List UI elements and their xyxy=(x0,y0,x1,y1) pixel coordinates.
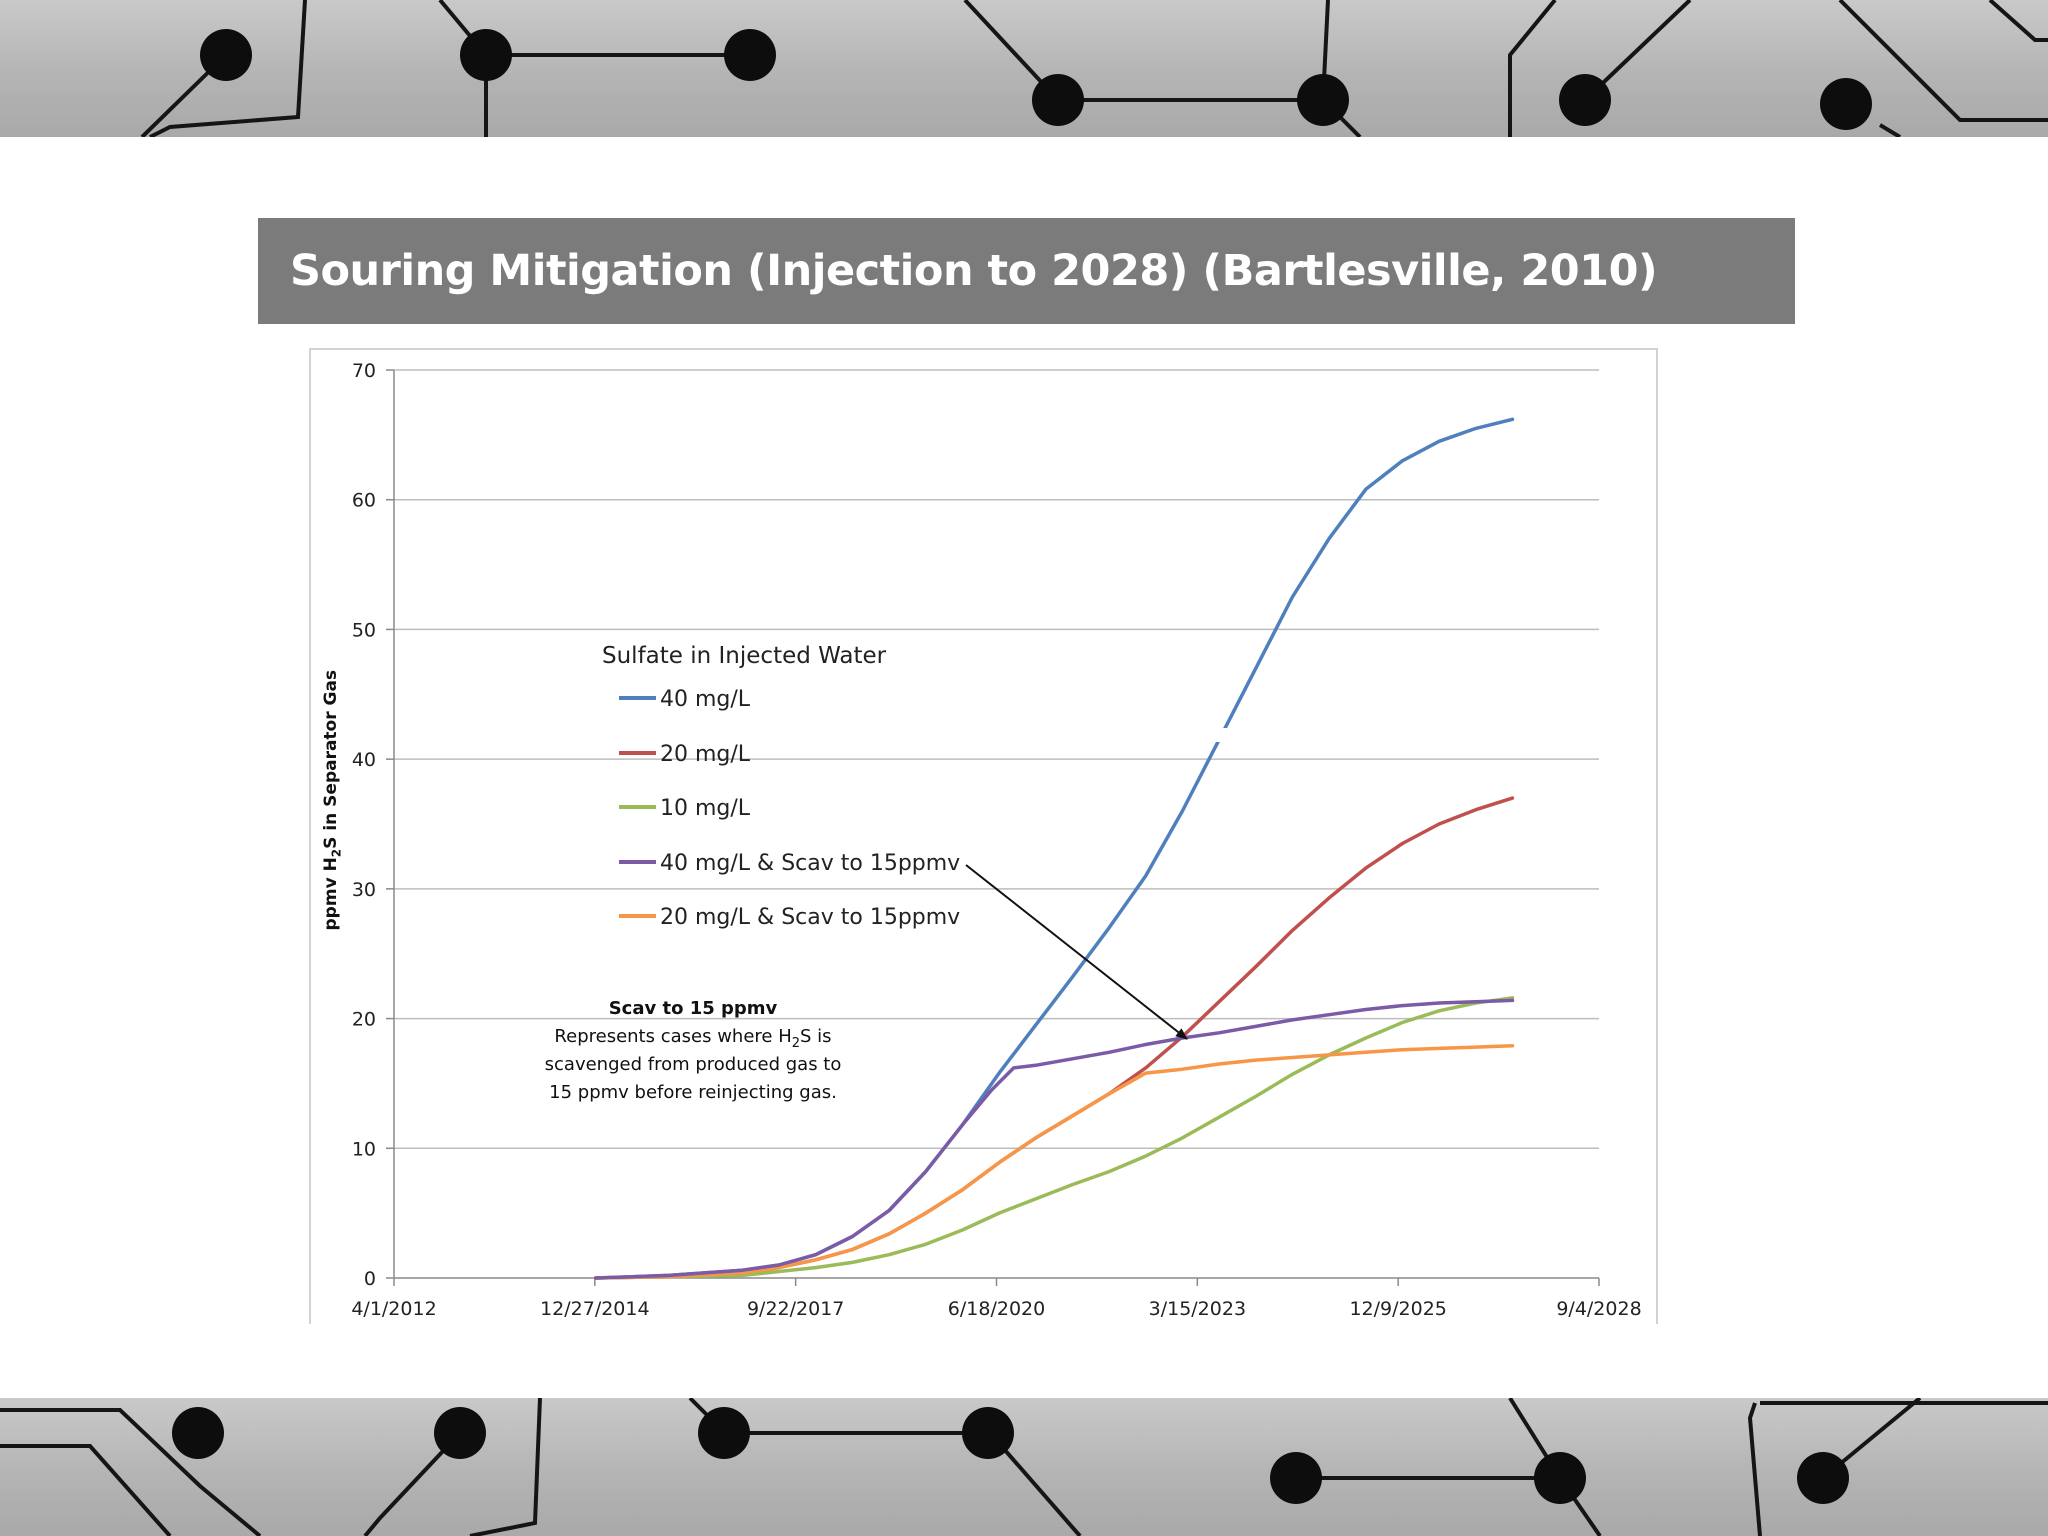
annotation-title: Scav to 15 ppmv xyxy=(609,998,778,1019)
gridlines xyxy=(394,369,1599,1150)
series-line-2 xyxy=(593,996,1515,1280)
circuit-pattern-bottom xyxy=(0,1398,2048,1536)
legend-label-2: 10 mg/L xyxy=(660,796,751,821)
y-tick-label: 30 xyxy=(352,879,376,901)
y-tick-label: 10 xyxy=(352,1138,376,1160)
axes xyxy=(393,370,1599,1279)
legend-label-3: 40 mg/L & Scav to 15ppmv xyxy=(660,851,960,876)
x-tick-label: 12/27/2014 xyxy=(540,1298,650,1320)
x-tick-label: 12/9/2025 xyxy=(1349,1298,1446,1320)
chart: 0 10 20 30 40 50 60 70 4/1/2012 12/27/2014 9/22/2… xyxy=(351,360,1642,1320)
y-tick-label: 40 xyxy=(352,749,376,771)
annotation-arrow xyxy=(965,864,1188,1040)
slide-title: Souring Mitigation (Injection to 2028) (… xyxy=(290,246,1658,296)
x-tick-label: 6/18/2020 xyxy=(948,1298,1045,1320)
legend-label-0: 40 mg/L xyxy=(660,687,751,712)
x-axis-ticks: 4/1/2012 12/27/2014 9/22/2017 6/18/2020 3/15… xyxy=(351,1278,1642,1320)
chart-frame xyxy=(309,348,1658,1324)
annotation-mask xyxy=(519,1128,867,1141)
legend-label-4: 20 mg/L & Scav to 15ppmv xyxy=(660,905,960,930)
y-tick-label: 0 xyxy=(364,1268,376,1290)
legend-mask xyxy=(867,728,1273,742)
x-tick-label: 9/22/2017 xyxy=(747,1298,844,1320)
y-tick-label: 60 xyxy=(352,490,376,512)
y-axis-label: ppmv H2S in Separator Gas xyxy=(320,669,344,931)
legend-label-1: 20 mg/L xyxy=(660,742,751,767)
y-tick-label: 50 xyxy=(352,619,376,641)
annotation-line-3: 15 ppmv before reinjecting gas. xyxy=(549,1082,837,1103)
annotation-line-2: scavenged from produced gas to xyxy=(545,1054,842,1075)
series-lines xyxy=(593,417,1515,1280)
slide-title-bar: Souring Mitigation (Injection to 2028) (… xyxy=(258,218,1795,324)
bottom-decorative-band xyxy=(0,1398,2048,1536)
top-decorative-band xyxy=(0,0,2048,137)
legend-title: Sulfate in Injected Water xyxy=(602,643,887,669)
legend: Sulfate in Injected Water 40 mg/L 20 mg/L… xyxy=(602,643,960,930)
y-axis-ticks: 0 10 20 30 40 50 60 70 xyxy=(352,360,394,1290)
y-tick-label: 20 xyxy=(352,1009,376,1031)
scav-annotation: Scav to 15 ppmv Represents cases where H… xyxy=(545,998,842,1103)
annotation-line-1: Represents cases where H2S is xyxy=(554,1026,831,1051)
series-line-0 xyxy=(593,417,1515,1280)
y-tick-label: 70 xyxy=(352,360,376,382)
x-tick-label: 9/4/2028 xyxy=(1556,1298,1641,1320)
x-tick-label: 3/15/2023 xyxy=(1149,1298,1246,1320)
series-line-3 xyxy=(593,998,1515,1280)
series-line-4 xyxy=(593,1044,1515,1280)
y-axis-label-wrap: ppmv H2S in Separator Gas xyxy=(312,640,352,960)
circuit-pattern-top xyxy=(140,0,2048,137)
x-tick-label: 4/1/2012 xyxy=(351,1298,436,1320)
